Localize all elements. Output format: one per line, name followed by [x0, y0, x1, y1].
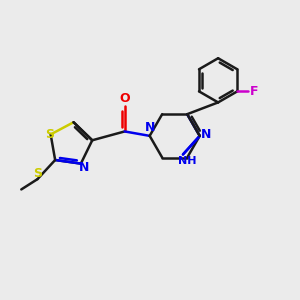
Text: NH: NH — [178, 156, 196, 166]
Text: F: F — [250, 85, 258, 98]
Text: N: N — [79, 160, 89, 174]
Text: S: S — [45, 128, 54, 141]
Text: N: N — [201, 128, 211, 141]
Text: S: S — [33, 167, 42, 180]
Text: N: N — [145, 121, 155, 134]
Text: O: O — [119, 92, 130, 105]
